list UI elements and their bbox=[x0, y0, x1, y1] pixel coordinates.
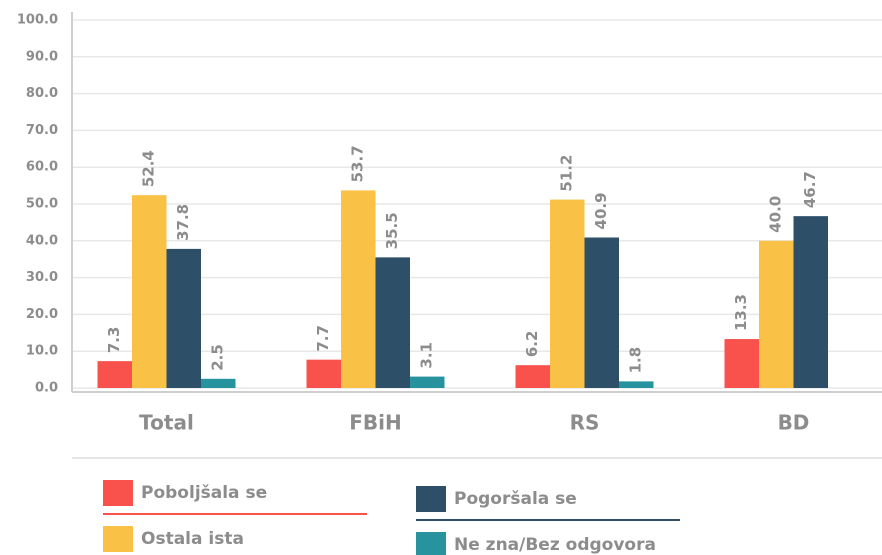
y-tick-label: 20.0 bbox=[26, 307, 58, 322]
legend-label: Poboljšala se bbox=[141, 483, 267, 503]
legend-label: Ne zna/Bez odgovora bbox=[454, 535, 656, 555]
x-tick-label: Total bbox=[139, 411, 194, 435]
legend-swatch bbox=[416, 486, 446, 512]
data-label: 40.0 bbox=[767, 196, 785, 233]
bar bbox=[515, 365, 550, 388]
y-tick-label: 60.0 bbox=[26, 160, 58, 175]
bar bbox=[375, 257, 410, 388]
data-label: 7.3 bbox=[105, 327, 123, 354]
x-tick-label: RS bbox=[570, 411, 600, 435]
bar bbox=[584, 237, 619, 388]
legend-label: Pogoršala se bbox=[454, 489, 577, 509]
legend-label: Ostala ista bbox=[141, 529, 244, 549]
bar bbox=[724, 339, 759, 388]
y-tick-label: 30.0 bbox=[26, 270, 58, 285]
bar bbox=[306, 359, 341, 388]
data-label: 3.1 bbox=[418, 342, 436, 369]
bar bbox=[341, 190, 376, 388]
y-tick-label: 90.0 bbox=[26, 49, 58, 64]
y-tick-label: 40.0 bbox=[26, 233, 58, 248]
legend-swatch bbox=[103, 480, 133, 506]
data-label: 40.9 bbox=[592, 192, 610, 229]
legend-swatch bbox=[416, 532, 446, 555]
data-label: 6.2 bbox=[523, 331, 541, 358]
data-label: 51.2 bbox=[558, 155, 576, 192]
data-label: 7.7 bbox=[314, 325, 332, 352]
bar bbox=[550, 199, 585, 388]
y-tick-label: 10.0 bbox=[26, 344, 58, 359]
bar bbox=[201, 378, 236, 388]
data-label: 37.8 bbox=[174, 204, 192, 241]
data-label: 2.5 bbox=[209, 344, 227, 371]
data-label: 52.4 bbox=[140, 150, 158, 187]
x-tick-label: BD bbox=[778, 411, 810, 435]
y-tick-label: 100.0 bbox=[17, 13, 58, 28]
data-label: 46.7 bbox=[801, 171, 819, 208]
data-label: 53.7 bbox=[349, 145, 367, 182]
legend-swatch bbox=[103, 526, 133, 552]
x-tick-label: FBiH bbox=[349, 411, 402, 435]
bar bbox=[166, 248, 201, 388]
data-label: 1.8 bbox=[627, 347, 645, 374]
y-tick-label: 50.0 bbox=[26, 197, 58, 212]
y-tick-label: 70.0 bbox=[26, 123, 58, 138]
data-label: 35.5 bbox=[383, 212, 401, 249]
bar bbox=[410, 376, 445, 388]
bar bbox=[619, 381, 654, 388]
y-tick-label: 80.0 bbox=[26, 86, 58, 101]
bar bbox=[793, 216, 828, 388]
bar bbox=[97, 361, 132, 388]
data-label: 13.3 bbox=[732, 294, 750, 331]
bar bbox=[132, 195, 167, 388]
bar bbox=[759, 240, 794, 388]
y-tick-label: 0.0 bbox=[35, 381, 58, 396]
